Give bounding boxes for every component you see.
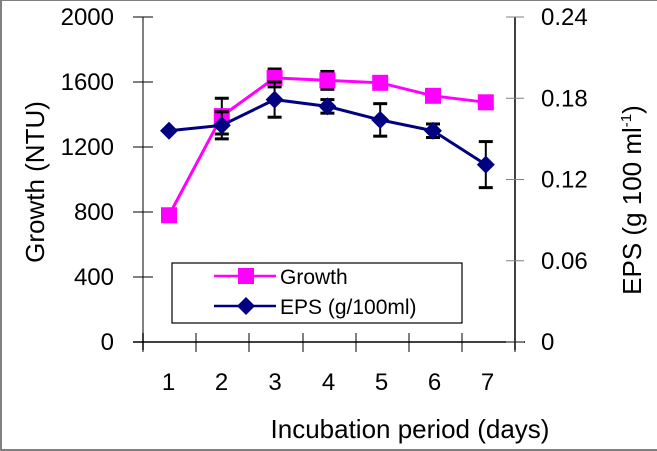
left-y-tick-label: 2000 — [61, 4, 114, 31]
right-y-tick-label: 0.06 — [541, 248, 588, 275]
y2-axis-title: EPS (g 100 ml-1) — [617, 105, 647, 295]
legend-box — [171, 262, 463, 324]
left-y-tick-label: 1600 — [61, 69, 114, 96]
left-y-tick-label: 400 — [74, 264, 114, 291]
x-tick-label: 6 — [428, 369, 441, 396]
data-point-square — [425, 87, 441, 104]
x-tick-label: 3 — [268, 369, 281, 396]
x-tick-label: 4 — [322, 369, 335, 396]
legend-growth-marker — [238, 268, 254, 284]
data-point-diamond — [160, 121, 178, 140]
data-point-square — [161, 207, 177, 224]
x-axis-title: Incubation period (days) — [271, 414, 550, 444]
left-y-tick-label: 1200 — [61, 134, 114, 161]
legend-growth-label: Growth — [280, 266, 348, 289]
data-point-diamond — [212, 116, 231, 135]
data-point-square — [372, 74, 389, 91]
legend-eps-label: EPS (g/100ml) — [280, 296, 417, 319]
x-tick-label: 2 — [215, 369, 228, 396]
y2-axis-title-close: ) — [617, 105, 647, 114]
right-y-tick-label: 0.18 — [541, 85, 588, 112]
x-tick-label: 1 — [162, 369, 175, 396]
series-diamond — [160, 80, 495, 190]
legend-eps-marker — [237, 297, 255, 315]
data-point-diamond — [318, 97, 337, 116]
y2-axis-title-sup: -1 — [618, 114, 635, 127]
data-point-diamond — [424, 121, 442, 140]
right-y-tick-label: 0.12 — [541, 167, 588, 194]
series-square — [161, 67, 494, 224]
left-y-tick-label: 800 — [74, 199, 114, 226]
data-point-diamond — [476, 155, 495, 174]
axes — [133, 17, 525, 350]
left-y-ticks: 0 400 800 1200 1600 2000 — [61, 4, 153, 356]
series-layer — [160, 67, 495, 224]
left-y-tick-label: 0 — [101, 329, 114, 356]
data-point-diamond — [371, 110, 390, 129]
x-tick-label: 5 — [375, 369, 388, 396]
data-point-square — [319, 72, 336, 89]
legend: Growth EPS (g/100ml) — [171, 262, 463, 324]
data-point-square — [477, 94, 494, 111]
x-ticks: 1 2 3 4 5 6 7 — [142, 333, 516, 396]
x-tick-label: 7 — [481, 369, 494, 396]
right-y-tick-label: 0.24 — [541, 4, 588, 31]
data-point-diamond — [265, 90, 284, 109]
right-y-ticks: 0 0.06 0.12 0.18 0.24 — [506, 4, 588, 356]
y2-axis-title-main: EPS (g 100 ml — [617, 127, 647, 295]
right-y-tick-label: 0 — [541, 329, 554, 356]
y-axis-title: Growth (NTU) — [20, 101, 50, 263]
